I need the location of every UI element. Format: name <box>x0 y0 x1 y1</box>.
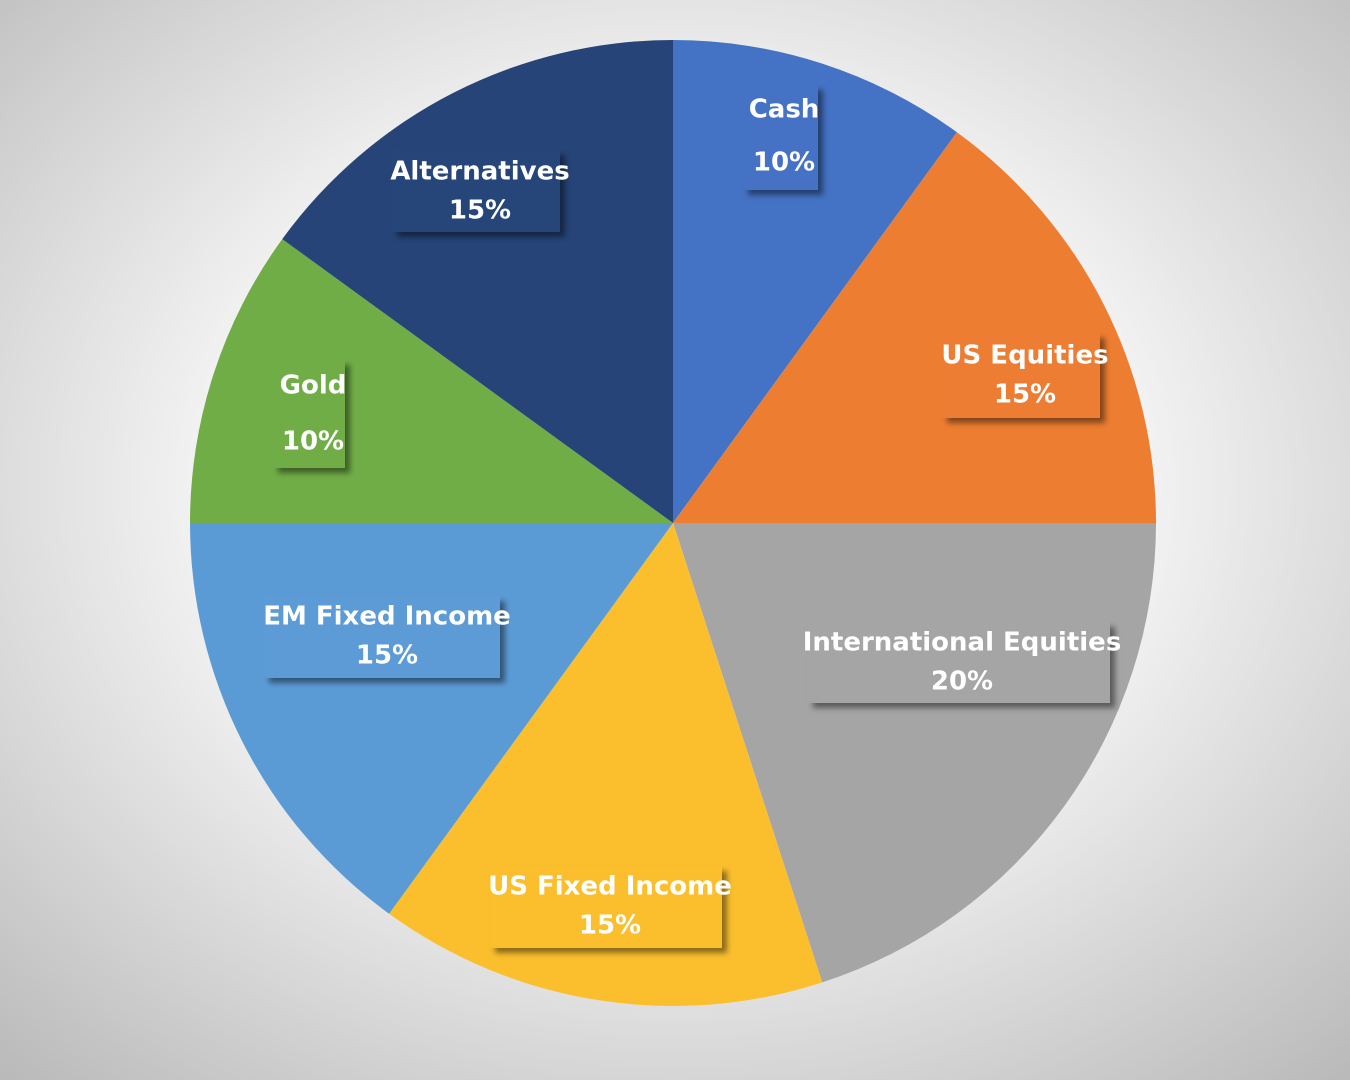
label-box <box>273 360 345 468</box>
label-box <box>808 622 1110 703</box>
label-box <box>264 596 500 678</box>
slice-label: Cash <box>749 95 820 125</box>
label-box <box>942 333 1100 418</box>
value-label: 20% <box>931 667 993 697</box>
slice-label: Alternatives <box>390 157 569 187</box>
value-label: 15% <box>449 196 511 226</box>
label-box <box>743 85 818 190</box>
slice-label: International Equities <box>803 628 1122 658</box>
value-label: 10% <box>753 148 815 178</box>
label-box <box>490 866 722 948</box>
slice-label: US Equities <box>941 341 1108 371</box>
pie-slice <box>282 39 673 523</box>
pie-slice <box>673 132 1156 523</box>
value-label: 15% <box>356 641 418 671</box>
slice-label: US Fixed Income <box>488 872 732 902</box>
label-box <box>392 150 560 232</box>
value-label: 10% <box>282 427 344 457</box>
slice-label: EM Fixed Income <box>263 602 511 632</box>
slice-label: Gold <box>280 371 347 401</box>
value-label: 15% <box>579 911 641 941</box>
value-label: 15% <box>994 380 1056 410</box>
